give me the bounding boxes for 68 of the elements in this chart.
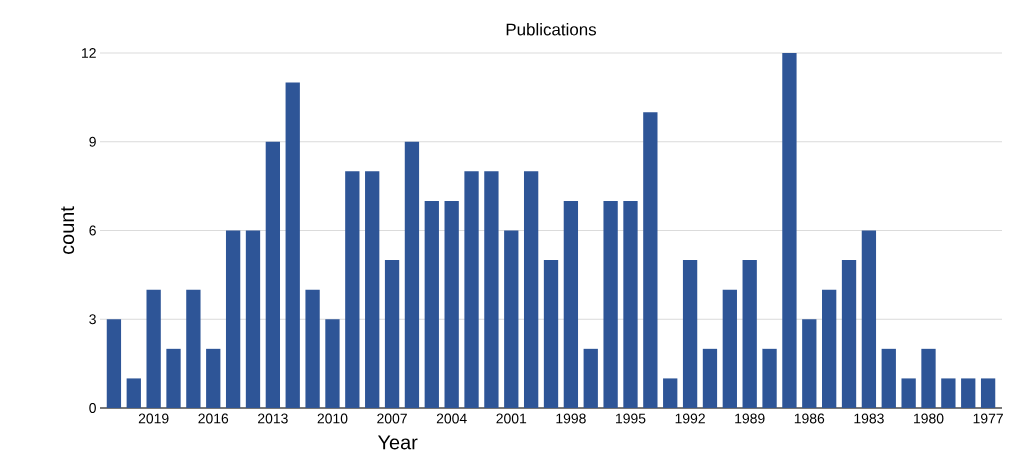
bar xyxy=(444,200,459,408)
chart-title: Publications xyxy=(506,23,597,36)
x-axis-title: Year xyxy=(377,435,418,450)
x-tick-label: 1989 xyxy=(735,413,765,424)
y-tick-label: 9 xyxy=(89,136,96,147)
bar xyxy=(106,319,122,408)
x-tick-label: 1995 xyxy=(616,413,646,424)
x-tick-label: 2001 xyxy=(496,413,527,424)
bar xyxy=(126,378,141,408)
bar xyxy=(583,348,598,408)
bar xyxy=(682,260,698,408)
x-tick-label: 1986 xyxy=(794,413,825,424)
bar xyxy=(484,171,499,408)
bar xyxy=(166,348,181,408)
x-tick-label: 1977 xyxy=(973,413,1003,424)
bar xyxy=(325,319,340,408)
x-tick-label: 2016 xyxy=(198,413,229,424)
x-tick-label: 1980 xyxy=(914,413,944,424)
bar xyxy=(941,378,956,408)
y-tick-label: 6 xyxy=(89,225,96,236)
bar xyxy=(861,230,877,408)
bar xyxy=(464,171,479,408)
bar xyxy=(643,112,658,408)
bar xyxy=(245,230,261,408)
bar xyxy=(663,378,678,408)
x-tick-label: 1983 xyxy=(854,413,884,424)
bar xyxy=(146,289,161,408)
bar xyxy=(563,200,579,408)
bar xyxy=(305,289,320,408)
bar xyxy=(901,378,916,408)
bar xyxy=(345,171,360,408)
x-tick-label: 2013 xyxy=(258,413,288,424)
y-axis-title: count xyxy=(61,206,75,255)
bar xyxy=(921,348,936,408)
bar xyxy=(265,141,280,408)
bar xyxy=(523,171,539,408)
bar xyxy=(424,200,439,408)
bar xyxy=(623,200,638,408)
x-tick-label: 1998 xyxy=(556,413,586,424)
bar xyxy=(881,348,896,408)
bar xyxy=(285,82,300,408)
x-tick-label: 2019 xyxy=(138,413,169,424)
bar xyxy=(702,348,718,408)
bar xyxy=(206,348,221,408)
bar xyxy=(404,141,420,408)
bar xyxy=(225,230,241,408)
bar xyxy=(782,53,797,408)
bar xyxy=(980,378,996,408)
bar xyxy=(504,230,519,408)
bar xyxy=(762,348,777,408)
bar xyxy=(802,319,817,408)
y-tick-label: 3 xyxy=(89,314,96,325)
bar xyxy=(603,200,618,408)
bar xyxy=(543,260,559,408)
y-tick-label: 12 xyxy=(82,48,96,58)
bar xyxy=(186,289,201,408)
x-tick-label: 2010 xyxy=(317,413,348,424)
bar xyxy=(722,289,737,408)
y-tick-label: 0 xyxy=(89,403,96,413)
x-tick-label: 2004 xyxy=(436,413,467,424)
bar xyxy=(822,289,837,408)
bar xyxy=(365,171,380,408)
x-tick-label: 2007 xyxy=(377,413,407,424)
bar xyxy=(841,260,857,408)
bar xyxy=(961,378,976,408)
bar xyxy=(384,260,400,408)
x-tick-label: 1992 xyxy=(675,413,705,424)
bar xyxy=(742,260,757,408)
